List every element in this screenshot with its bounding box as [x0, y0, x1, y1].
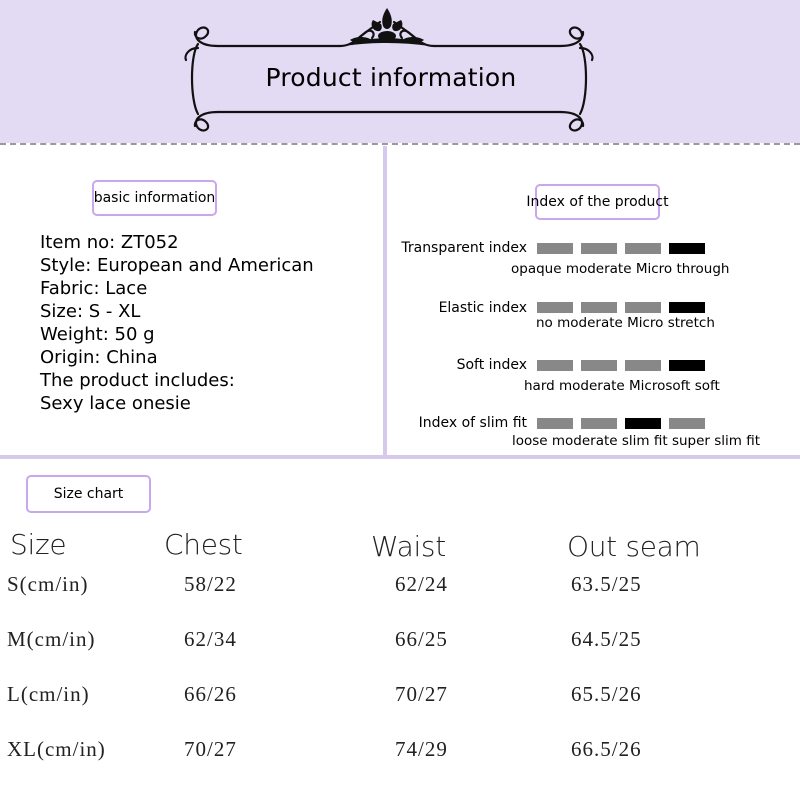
index-bar: [669, 418, 705, 429]
size-chart-label: Size chart: [26, 475, 151, 513]
index-bar: [625, 360, 661, 371]
cell-size: XL(cm/in): [7, 737, 106, 761]
cell-out-seam: 66.5/26: [571, 737, 642, 761]
index-scale: opaque moderate Micro through: [511, 261, 730, 277]
index-bar: [581, 418, 617, 429]
cell-size: M(cm/in): [7, 627, 96, 651]
index-bar-active: [669, 302, 705, 313]
cell-chest: 70/27: [184, 737, 237, 761]
info-item: Style: European and American: [40, 255, 314, 276]
index-bar: [537, 360, 573, 371]
column-divider: [383, 146, 387, 455]
index-bar: [537, 302, 573, 313]
info-item: Size: S - XL: [40, 301, 141, 322]
ornamental-frame: [184, 8, 594, 132]
cell-waist: 70/27: [395, 682, 448, 706]
index-bar: [537, 418, 573, 429]
cell-waist: 62/24: [395, 572, 448, 596]
product-index-label: Index of the product: [526, 184, 669, 220]
basic-info-label: basic information: [92, 180, 217, 216]
basic-info-label-text: basic information: [93, 190, 216, 206]
header-size: Size: [10, 528, 67, 561]
size-chart-label-text: Size chart: [53, 486, 124, 502]
cell-chest: 62/34: [184, 627, 237, 651]
info-item: Sexy lace onesie: [40, 393, 191, 414]
index-bar-active: [625, 418, 661, 429]
header-banner: Product information: [0, 0, 800, 143]
cell-out-seam: 63.5/25: [571, 572, 642, 596]
page-title: Product information: [265, 63, 517, 92]
index-name: Soft index: [456, 357, 527, 373]
cell-out-seam: 65.5/26: [571, 682, 642, 706]
index-bars: [537, 418, 705, 429]
cell-chest: 58/22: [184, 572, 237, 596]
index-bar: [581, 243, 617, 254]
header-chest: Chest: [164, 528, 243, 561]
index-bar: [537, 243, 573, 254]
header-divider: [0, 143, 800, 145]
cell-out-seam: 64.5/25: [571, 627, 642, 651]
index-bars: [537, 302, 705, 313]
cell-size: L(cm/in): [7, 682, 90, 706]
index-bars: [537, 243, 705, 254]
cell-waist: 66/25: [395, 627, 448, 651]
cell-size: S(cm/in): [7, 572, 89, 596]
info-item: Item no: ZT052: [40, 232, 179, 253]
index-bar-active: [669, 243, 705, 254]
index-scale: loose moderate slim fit super slim fit: [512, 433, 761, 449]
index-bar: [625, 243, 661, 254]
index-name: Index of slim fit: [418, 415, 527, 431]
index-name: Elastic index: [438, 300, 527, 316]
index-bar-active: [669, 360, 705, 371]
info-item: Weight: 50 g: [40, 324, 155, 345]
index-scale: no moderate Micro stretch: [536, 315, 715, 331]
product-index-label-text: Index of the product: [526, 194, 669, 210]
section-divider: [0, 455, 800, 459]
header-out-seam: Out seam: [567, 530, 701, 563]
index-bars: [537, 360, 705, 371]
index-bar: [581, 360, 617, 371]
index-name: Transparent index: [401, 240, 527, 256]
index-scale: hard moderate Microsoft soft: [524, 378, 720, 394]
index-bar: [625, 302, 661, 313]
index-bar: [581, 302, 617, 313]
cell-waist: 74/29: [395, 737, 448, 761]
info-item: The product includes:: [40, 370, 235, 391]
cell-chest: 66/26: [184, 682, 237, 706]
header-waist: Waist: [371, 530, 446, 563]
basic-info-list: Item no: ZT052 Style: European and Ameri…: [40, 231, 314, 415]
info-item: Fabric: Lace: [40, 278, 148, 299]
info-item: Origin: China: [40, 347, 158, 368]
